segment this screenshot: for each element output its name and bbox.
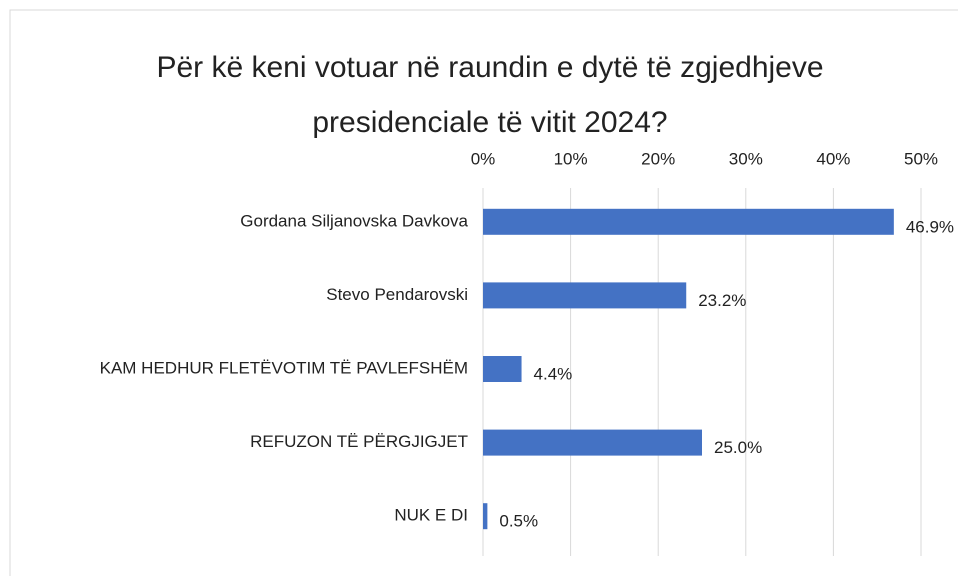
- bar: [483, 282, 687, 309]
- bar: [483, 208, 894, 235]
- y-tick-label: Stevo Pendarovski: [326, 285, 468, 304]
- bar: [483, 429, 702, 456]
- x-tick-label: 20%: [641, 149, 675, 168]
- y-tick-label: REFUZON TË PËRGJIGJET: [250, 432, 468, 451]
- x-tick-label: 10%: [554, 149, 588, 168]
- bar: [483, 356, 522, 382]
- x-tick-label: 50%: [904, 149, 938, 168]
- x-tick-label: 0%: [471, 149, 496, 168]
- data-label: 25.0%: [714, 438, 762, 457]
- data-label: 46.9%: [906, 217, 954, 236]
- x-tick-label: 30%: [729, 149, 763, 168]
- y-tick-label: KAM HEDHUR FLETËVOTIM TË PAVLEFSHËM: [100, 358, 468, 377]
- data-label: 4.4%: [534, 364, 573, 383]
- chart-frame: [9, 9, 958, 576]
- y-tick-label: Gordana Siljanovska Davkova: [240, 211, 468, 230]
- data-label: 23.2%: [698, 291, 746, 310]
- x-tick-label: 40%: [816, 149, 850, 168]
- chart-title: Për kë keni votuar në raundin e dytë të …: [156, 51, 824, 139]
- data-label: 0.5%: [499, 512, 538, 531]
- bar: [483, 503, 488, 530]
- y-tick-label: NUK E DI: [394, 506, 468, 525]
